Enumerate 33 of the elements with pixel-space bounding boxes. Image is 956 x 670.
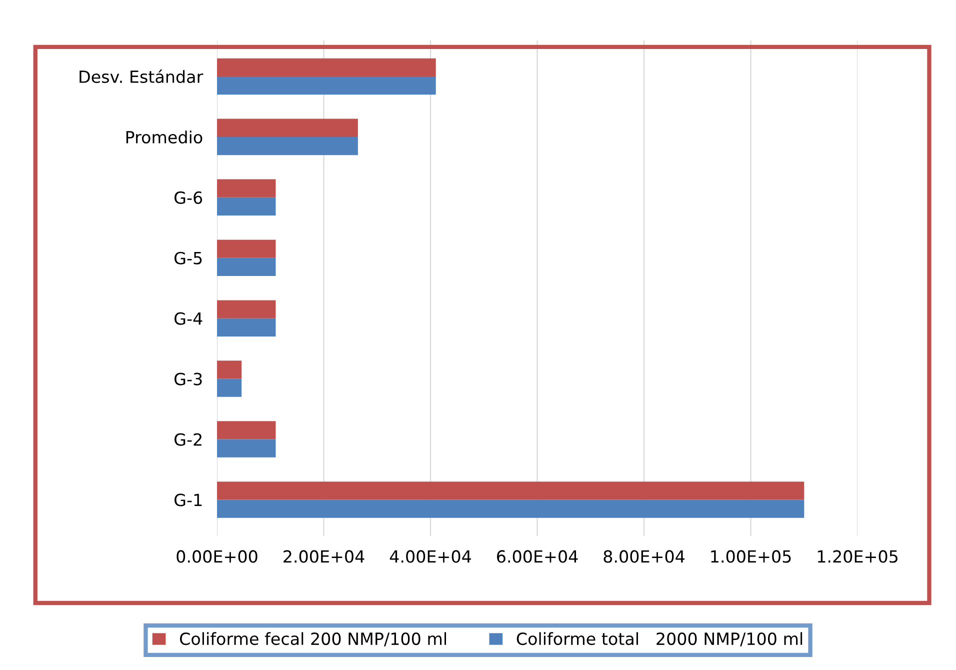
y-tick-label: Promedio xyxy=(126,130,202,144)
bar xyxy=(217,258,276,276)
bar xyxy=(217,179,276,198)
bar xyxy=(217,197,276,216)
bar xyxy=(217,58,436,76)
x-tick-label: 0.00E+00 xyxy=(176,550,258,563)
x-tick-label: 1.20E+05 xyxy=(818,550,898,563)
bar xyxy=(217,378,242,397)
x-tick-label: 4.00E+04 xyxy=(390,550,471,563)
bar xyxy=(217,76,436,95)
bar xyxy=(217,360,242,379)
x-tick-label: 2.00E+04 xyxy=(284,550,364,563)
legend-label: Coliforme total 2000 NMP/100 ml xyxy=(516,632,802,646)
y-tick-label: G-1 xyxy=(174,494,202,506)
y-tick-label: G-5 xyxy=(174,252,202,264)
bar xyxy=(217,500,804,518)
x-tick-label: 8.00E+04 xyxy=(604,550,684,563)
legend-label: Coliforme fecal 200 NMP/100 ml xyxy=(180,632,446,646)
bar xyxy=(217,240,276,258)
y-tick-label: Desv. Estándar xyxy=(80,69,204,84)
y-tick-label: G-6 xyxy=(174,191,202,204)
bar xyxy=(217,421,276,440)
bar xyxy=(217,136,358,156)
y-tick-label: G-2 xyxy=(174,433,202,446)
x-tick-label: 1.00E+05 xyxy=(711,550,791,563)
y-tick-label: G-3 xyxy=(174,372,202,386)
x-tick-label: 6.00E+04 xyxy=(497,550,578,563)
bar xyxy=(217,318,276,336)
bar xyxy=(217,482,804,500)
bar xyxy=(217,439,276,458)
y-tick-label: G-4 xyxy=(174,312,202,325)
bar xyxy=(217,300,276,318)
bar xyxy=(217,118,358,137)
